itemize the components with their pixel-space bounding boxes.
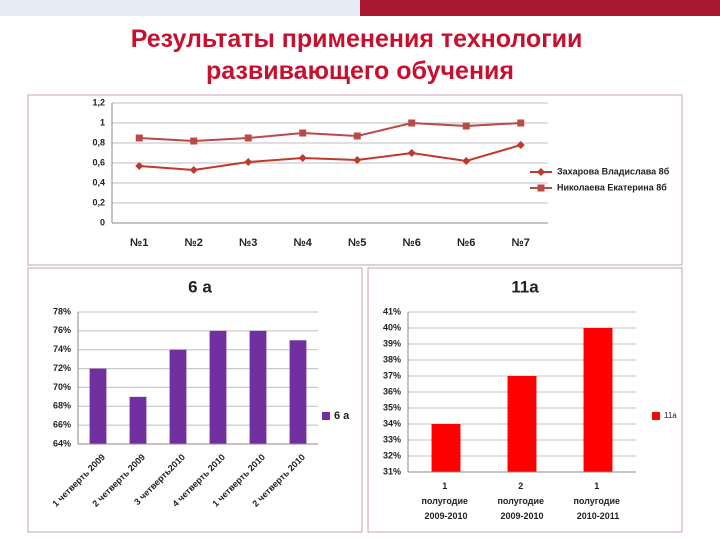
y-tick-label: 70% (53, 382, 71, 392)
x-tick-label: №5 (348, 237, 366, 249)
y-tick-label: 0,4 (92, 177, 105, 187)
x-tick-label: №6 (457, 237, 475, 249)
x-tick-label: №3 (239, 237, 257, 249)
legend-marker (537, 184, 545, 192)
legend-label: 6 а (334, 410, 350, 422)
bar (89, 368, 107, 444)
y-tick-label: 1 (100, 117, 105, 127)
marker (299, 129, 307, 137)
y-tick-label: 33% (383, 434, 401, 444)
marker (517, 119, 525, 127)
y-tick-label: 66% (53, 420, 71, 430)
bar (249, 330, 267, 444)
marker (408, 119, 416, 127)
y-tick-label: 78% (53, 306, 71, 316)
page-title: Результаты применения технологии развива… (131, 25, 590, 85)
y-tick-label: 39% (383, 338, 401, 348)
line (139, 144, 522, 172)
y-tick-label: 35% (383, 402, 401, 412)
marker (407, 149, 416, 157)
legend-label: 11а (664, 411, 677, 420)
chart-title: 6 а (188, 277, 212, 296)
y-tick-label: 36% (383, 386, 401, 396)
bar (289, 340, 307, 444)
x-tick-label: 2 полугодие 2009-2010 (497, 481, 546, 521)
legend-swatch (652, 412, 660, 420)
legend-marker (537, 168, 545, 176)
y-tick-label: 41% (383, 306, 401, 316)
y-tick-label: 72% (53, 363, 71, 373)
y-tick-label: 38% (383, 354, 401, 364)
bar (431, 424, 461, 472)
bar (507, 376, 537, 472)
top-accent (360, 0, 720, 16)
y-tick-label: 37% (383, 370, 401, 380)
x-tick-label: №2 (185, 237, 203, 249)
y-tick-label: 64% (53, 438, 71, 448)
y-tick-label: 31% (383, 466, 401, 476)
x-tick-label: 1 полугодие 2010-2011 (573, 481, 622, 521)
y-tick-label: 76% (53, 325, 71, 335)
y-tick-label: 74% (53, 344, 71, 354)
marker (516, 141, 525, 149)
y-tick-label: 0 (100, 217, 105, 227)
legend-label: Захарова Владислава 8б (557, 166, 670, 176)
y-tick-label: 1,2 (92, 97, 105, 107)
x-tick-label: №7 (512, 237, 530, 249)
marker (462, 157, 471, 165)
y-tick-label: 40% (383, 322, 401, 332)
y-tick-label: 0,6 (92, 157, 105, 167)
legend-label: Николаева Екатерина 8б (557, 182, 667, 192)
marker (190, 137, 198, 145)
y-tick-label: 0,8 (92, 137, 105, 147)
line (139, 121, 521, 143)
marker (244, 134, 252, 142)
marker (135, 134, 143, 142)
bar (169, 349, 187, 444)
bar (209, 330, 227, 444)
marker (189, 166, 198, 174)
marker (135, 162, 144, 170)
y-tick-label: 0,2 (92, 197, 105, 207)
marker (298, 154, 307, 162)
x-tick-label: 1 полугодие 2009-2010 (421, 481, 470, 521)
marker (462, 122, 470, 130)
marker (244, 158, 253, 166)
marker (353, 156, 362, 164)
chart-title: 11а (511, 277, 539, 296)
x-tick-label: №4 (294, 237, 313, 249)
bar (129, 396, 147, 444)
bar (583, 328, 613, 472)
x-tick-label: №1 (130, 237, 148, 249)
y-tick-label: 68% (53, 401, 71, 411)
legend-swatch (322, 412, 330, 420)
y-tick-label: 34% (383, 418, 401, 428)
y-tick-label: 32% (383, 450, 401, 460)
x-tick-label: №6 (403, 237, 421, 249)
marker (353, 132, 361, 140)
